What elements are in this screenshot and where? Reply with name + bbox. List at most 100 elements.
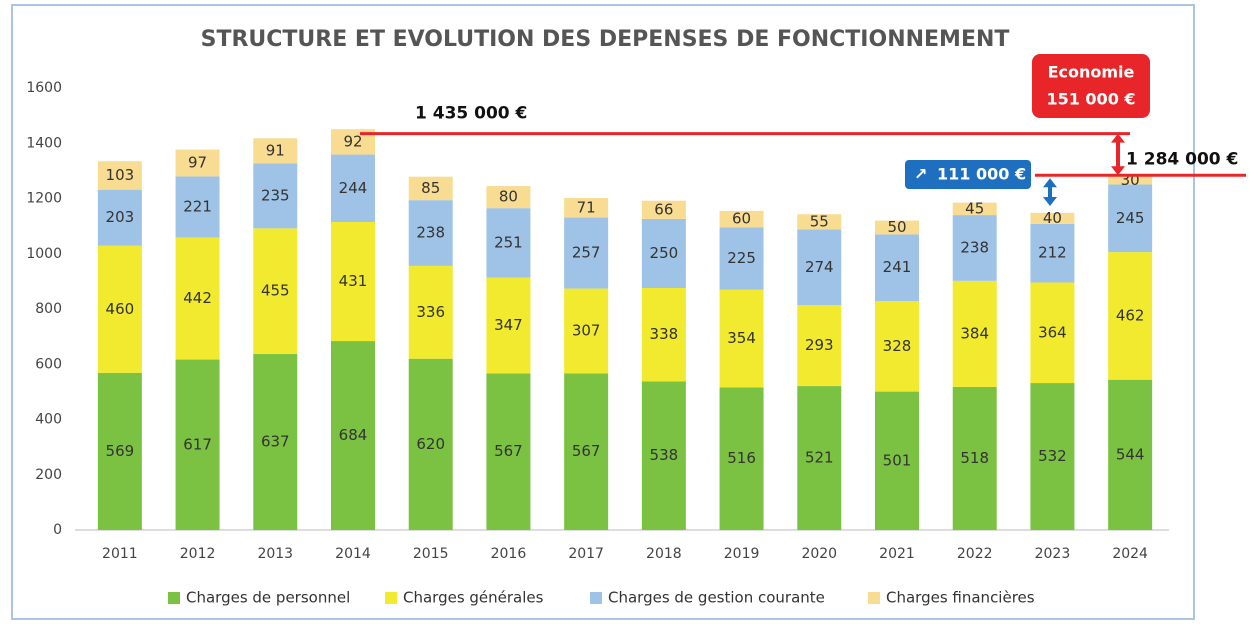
bar-segment <box>952 280 997 387</box>
bar-segment <box>719 227 764 290</box>
value-label: 250 <box>650 244 679 262</box>
value-label: 45 <box>965 199 984 217</box>
legend-label: Charges générales <box>403 589 544 607</box>
value-label: 235 <box>261 186 290 204</box>
value-label: 338 <box>650 325 679 343</box>
bar-segment <box>564 197 609 218</box>
value-label: 225 <box>727 249 756 267</box>
bar-segment <box>875 220 919 235</box>
bar-segment <box>408 176 453 201</box>
bar-segment <box>564 217 609 289</box>
legend-label: Charges de gestion courante <box>608 589 825 607</box>
y-tick-label: 1200 <box>26 191 62 207</box>
value-label: 538 <box>650 446 679 464</box>
legend-swatch <box>385 592 397 604</box>
legend-label: Charges financières <box>886 589 1035 607</box>
bar-segment <box>952 202 997 216</box>
bar-segment <box>1108 176 1153 185</box>
value-label: 244 <box>339 179 368 197</box>
value-label: 55 <box>810 212 829 230</box>
reference-label: 1 435 000 € <box>415 104 527 124</box>
bar-segment <box>408 200 453 266</box>
value-label: 251 <box>494 233 523 251</box>
value-label: 442 <box>183 289 212 307</box>
x-tick-label: 2021 <box>879 546 915 562</box>
y-tick-label: 1000 <box>26 246 62 262</box>
y-tick-label: 600 <box>35 356 62 372</box>
y-tick-label: 1600 <box>26 80 62 96</box>
bar-segment <box>952 215 997 281</box>
callout-box <box>1032 54 1150 118</box>
legend-swatch <box>590 592 602 604</box>
legend-swatch <box>868 592 880 604</box>
value-label: 245 <box>1116 209 1145 227</box>
value-label: 501 <box>883 451 912 469</box>
legend-label: Charges de personnel <box>186 589 350 607</box>
bar-segment <box>1108 184 1153 253</box>
y-tick-label: 800 <box>35 301 62 317</box>
bar-segment <box>175 359 220 530</box>
bar-segment <box>1030 212 1075 224</box>
value-label: 30 <box>1121 171 1140 189</box>
bar-segment <box>797 305 842 387</box>
bar-segment <box>486 208 531 278</box>
bar-segment <box>331 221 375 342</box>
value-label: 637 <box>261 433 290 451</box>
bar-segment <box>719 210 764 228</box>
value-label: 91 <box>266 141 285 159</box>
value-label: 103 <box>106 166 135 184</box>
value-label: 569 <box>106 442 135 460</box>
value-label: 71 <box>577 198 596 216</box>
bar-segment <box>175 237 220 360</box>
bar-segment <box>486 277 531 374</box>
bar-segment <box>486 186 531 209</box>
gap-arrow-head <box>1043 196 1057 206</box>
bar-segment <box>175 176 220 238</box>
x-tick-label: 2015 <box>413 546 449 562</box>
bar-segment <box>797 386 842 530</box>
bar-segment <box>641 218 686 289</box>
bar-segment <box>1108 252 1153 380</box>
value-label: 617 <box>183 435 212 453</box>
callout-value: 151 000 € <box>1046 90 1135 109</box>
value-label: 257 <box>572 244 601 262</box>
bar-segment <box>797 229 842 306</box>
x-tick-label: 2016 <box>491 546 527 562</box>
x-tick-label: 2018 <box>646 546 682 562</box>
bar-segment <box>952 386 997 530</box>
x-tick-label: 2014 <box>335 546 371 562</box>
bar-segment <box>175 149 220 177</box>
y-tick-label: 0 <box>53 522 62 538</box>
value-label: 80 <box>499 188 518 206</box>
x-tick-label: 2020 <box>801 546 837 562</box>
bar-segment <box>97 161 142 190</box>
value-label: 521 <box>805 449 834 467</box>
x-tick-label: 2019 <box>724 546 760 562</box>
bar-segment <box>719 289 764 388</box>
value-label: 293 <box>805 336 834 354</box>
value-label: 274 <box>805 258 834 276</box>
value-label: 92 <box>343 132 362 150</box>
value-label: 66 <box>654 200 673 218</box>
bar-segment <box>253 163 298 229</box>
value-label: 518 <box>960 449 989 467</box>
value-label: 97 <box>188 154 207 172</box>
bar-segment <box>331 341 375 530</box>
value-label: 221 <box>183 197 212 215</box>
bar-segment <box>641 381 686 530</box>
value-label: 684 <box>339 426 368 444</box>
bar-segment <box>408 358 453 530</box>
bar-segment <box>564 373 609 530</box>
value-label: 532 <box>1038 447 1067 465</box>
value-label: 567 <box>572 442 601 460</box>
bar-segment <box>253 138 298 164</box>
value-label: 50 <box>887 218 906 236</box>
bar-segment <box>641 200 686 219</box>
value-label: 544 <box>1116 445 1145 463</box>
x-tick-label: 2013 <box>257 546 293 562</box>
value-label: 347 <box>494 316 523 334</box>
y-tick-label: 400 <box>35 412 62 428</box>
value-label: 431 <box>339 272 368 290</box>
saving-arrow-head <box>1111 133 1125 143</box>
